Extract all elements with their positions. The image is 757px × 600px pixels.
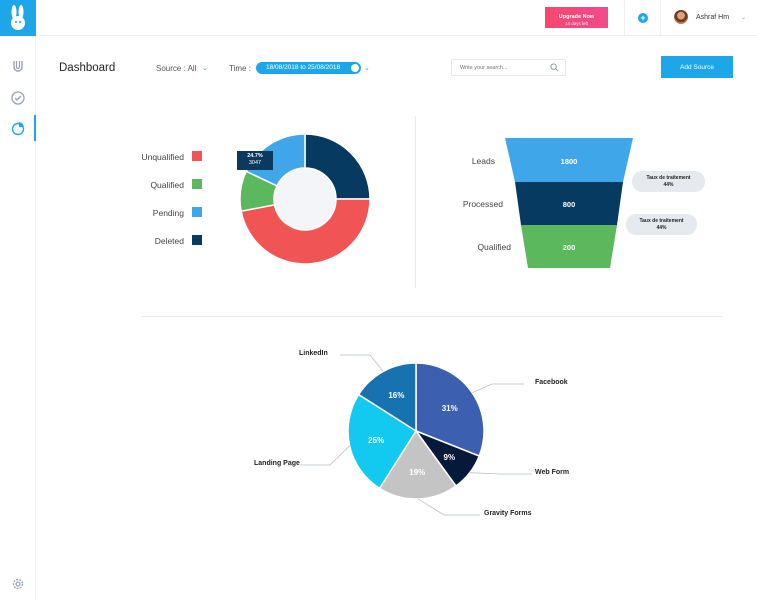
funnel-value-processed: 800 — [562, 200, 576, 209]
donut-slice-deleted[interactable] — [304, 133, 371, 200]
tooltip-count: 3047 — [248, 160, 262, 166]
funnel-stage-processed[interactable] — [515, 182, 623, 225]
legend-label: Deleted — [154, 236, 184, 246]
rabbit-logo-icon — [11, 5, 25, 30]
pie-category-label: Gravity Forms — [484, 510, 532, 517]
magnet-icon[interactable] — [10, 58, 26, 74]
upgrade-now-button[interactable]: Upgrade Now 14 days left — [545, 7, 608, 28]
legend-swatch — [192, 151, 202, 161]
pie-slice-facebook[interactable] — [415, 362, 485, 458]
pie-category-label: Web Form — [535, 469, 570, 476]
pie-category-label: Landing Page — [254, 460, 300, 467]
leader-line — [472, 383, 524, 394]
legend-item-pending[interactable]: Pending — [120, 207, 202, 219]
leader-line — [340, 354, 384, 372]
pie-slice-landing-page[interactable] — [347, 393, 418, 490]
funnel-stage-qualified[interactable] — [521, 225, 617, 268]
legend-label: Qualified — [150, 180, 184, 190]
conversion-rate-badge: Taux de traitement 44% — [626, 214, 697, 235]
chevron-down-icon[interactable]: ⌄ — [202, 65, 208, 72]
add-icon[interactable]: + — [638, 13, 648, 23]
header-divider — [660, 0, 661, 36]
page-title: Dashboard — [59, 62, 116, 74]
legend-swatch — [192, 235, 202, 245]
add-source-button[interactable]: Add Source — [661, 56, 733, 78]
funnel-stage-leads[interactable] — [505, 138, 633, 182]
upgrade-label: Upgrade Now — [558, 13, 595, 20]
funnel-label-leads: Leads — [471, 156, 495, 166]
conversion-rate-badge: Taux de traitement 44% — [632, 171, 705, 192]
pie-slice-linkedin[interactable] — [357, 362, 417, 433]
chevron-down-icon[interactable]: ⌄ — [364, 65, 370, 72]
tooltip-percent: 24.7% — [247, 153, 263, 159]
pie-value-label: 25% — [368, 436, 384, 445]
legend-label: Unqualified — [141, 152, 184, 162]
rate-value: 44% — [656, 225, 667, 231]
pie-value-label: 9% — [444, 453, 456, 462]
funnel-label-processed: Processed — [462, 199, 503, 209]
pie-slice-gravity-forms[interactable] — [378, 429, 458, 500]
top-bar: Upgrade Now 14 days left + Ashraf Hm ⌄ — [36, 0, 757, 36]
donut-slice-unqualified[interactable] — [240, 198, 371, 265]
section-divider — [142, 316, 722, 317]
search-box — [451, 59, 566, 76]
leader-line — [417, 498, 480, 516]
gear-icon[interactable] — [10, 576, 26, 592]
donut-tooltip: 24.7% 3047 — [237, 151, 273, 170]
user-name[interactable]: Ashraf Hm — [696, 14, 730, 21]
legend-item-deleted[interactable]: Deleted — [120, 235, 202, 247]
status-donut-chart — [239, 133, 371, 265]
logo[interactable] — [0, 0, 36, 36]
pie-value-label: 19% — [409, 468, 425, 477]
legend-item-unqualified[interactable]: Unqualified — [120, 151, 202, 163]
chevron-down-icon[interactable]: ⌄ — [741, 15, 747, 21]
pie-category-label: Facebook — [535, 379, 568, 386]
active-indicator — [34, 115, 36, 141]
calendar-icon[interactable] — [351, 64, 359, 72]
avatar[interactable] — [674, 10, 688, 24]
pie-chart-icon[interactable] — [10, 120, 26, 136]
check-circle-icon[interactable] — [10, 90, 26, 106]
funnel-label-qualified: Qualified — [477, 242, 511, 252]
legend-swatch — [192, 179, 202, 189]
trial-days-left: 14 days left — [564, 20, 588, 26]
time-filter-label: Time : — [229, 64, 251, 73]
source-filter[interactable]: Source : All — [156, 64, 197, 73]
section-divider — [415, 116, 416, 288]
donut-hole — [275, 169, 335, 229]
rate-value: 44% — [663, 182, 674, 188]
leader-line — [300, 445, 350, 466]
legend-item-qualified[interactable]: Qualified — [120, 179, 202, 191]
pie-value-label: 31% — [442, 404, 458, 413]
leader-line — [469, 472, 532, 475]
search-icon[interactable] — [550, 63, 559, 72]
legend-label: Pending — [152, 208, 184, 218]
pie-category-label: LinkedIn — [299, 350, 328, 357]
pie-value-label: 16% — [388, 391, 404, 400]
rate-title: Taux de traitement — [639, 218, 684, 224]
date-range-text: 18/08/2018 to 25/08/2018 — [266, 64, 341, 71]
funnel-value-qualified: 200 — [562, 243, 576, 252]
legend-swatch — [192, 207, 202, 217]
sidebar — [0, 0, 36, 600]
funnel-value-leads: 1800 — [560, 157, 578, 166]
search-input[interactable] — [452, 60, 547, 75]
rate-title: Taux de traitement — [646, 175, 691, 181]
header-divider — [624, 0, 625, 36]
date-range-picker[interactable]: 18/08/2018 to 25/08/2018 — [256, 62, 361, 74]
